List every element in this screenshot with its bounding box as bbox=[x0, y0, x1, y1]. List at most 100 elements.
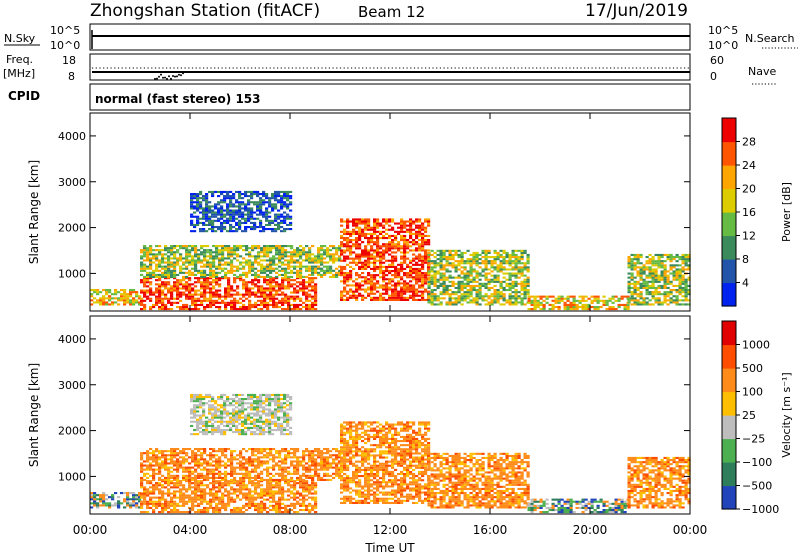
power-echo-cell bbox=[320, 269, 324, 272]
power-echo-cell bbox=[135, 295, 139, 298]
power-echo-cell bbox=[409, 245, 413, 248]
power-echo-cell bbox=[669, 293, 673, 296]
power-echo-cell bbox=[457, 253, 461, 256]
power-echo-cell bbox=[660, 286, 664, 289]
velocity-echo-cell bbox=[275, 480, 279, 483]
power-echo-cell bbox=[672, 295, 676, 298]
power-echo-cell bbox=[173, 263, 177, 266]
power-echo-cell bbox=[511, 268, 515, 271]
power-echo-cell bbox=[170, 301, 174, 304]
power-echo-cell bbox=[445, 249, 449, 252]
power-echo-cell bbox=[251, 269, 255, 272]
power-echo-cell bbox=[155, 259, 159, 262]
power-echo-cell bbox=[182, 306, 186, 309]
power-echo-cell bbox=[248, 295, 252, 298]
velocity-echo-cell bbox=[173, 478, 177, 481]
power-echo-cell bbox=[140, 265, 144, 268]
power-echo-cell bbox=[430, 301, 434, 304]
power-echo-cell bbox=[274, 197, 278, 200]
power-echo-cell bbox=[185, 257, 189, 260]
power-echo-cell bbox=[430, 268, 434, 271]
power-echo-cell bbox=[385, 290, 389, 293]
power-echo-cell bbox=[224, 295, 228, 298]
power-echo-cell bbox=[221, 263, 225, 266]
velocity-echo-cell bbox=[96, 506, 100, 509]
power-echo-cell bbox=[520, 301, 524, 304]
power-echo-cell bbox=[132, 299, 136, 302]
velocity-echo-cell bbox=[224, 466, 228, 469]
power-echo-cell bbox=[209, 295, 213, 298]
power-echo-cell bbox=[326, 261, 330, 264]
power-echo-cell bbox=[226, 205, 230, 208]
power-echo-cell bbox=[259, 221, 263, 224]
power-echo-cell bbox=[514, 282, 518, 285]
velocity-echo-cell bbox=[191, 498, 195, 501]
power-echo-cell bbox=[102, 289, 106, 292]
power-echo-cell bbox=[373, 249, 377, 252]
power-echo-cell bbox=[120, 297, 124, 300]
power-echo-cell bbox=[526, 266, 530, 269]
power-echo-cell bbox=[302, 287, 306, 290]
power-echo-cell bbox=[155, 301, 159, 304]
power-echo-cell bbox=[490, 256, 494, 259]
velocity-echo-cell bbox=[173, 509, 177, 512]
power-echo-cell bbox=[651, 270, 655, 273]
power-echo-cell bbox=[314, 267, 318, 270]
power-echo-cell bbox=[293, 297, 297, 300]
power-echo-cell bbox=[149, 271, 153, 274]
power-echo-cell bbox=[430, 270, 434, 273]
velocity-echo-cell bbox=[212, 500, 216, 503]
power-echo-cell bbox=[221, 245, 225, 248]
power-echo-cell bbox=[385, 228, 389, 231]
power-echo-cell bbox=[283, 201, 287, 204]
power-echo-cell bbox=[251, 247, 255, 250]
power-echo-cell bbox=[406, 224, 410, 227]
power-echo-cell bbox=[397, 284, 401, 287]
power-echo-cell bbox=[373, 298, 377, 301]
power-echo-cell bbox=[281, 245, 285, 248]
velocity-echo-cell bbox=[188, 472, 192, 475]
power-echo-cell bbox=[418, 270, 422, 273]
power-echo-cell bbox=[233, 279, 237, 282]
power-echo-cell bbox=[193, 193, 197, 196]
power-echo-cell bbox=[630, 253, 634, 256]
power-echo-cell bbox=[403, 226, 407, 229]
power-echo-cell bbox=[266, 306, 270, 309]
power-echo-cell bbox=[314, 255, 318, 258]
power-echo-cell bbox=[403, 241, 407, 244]
power-echo-cell bbox=[385, 265, 389, 268]
power-echo-cell bbox=[193, 201, 197, 204]
power-echo-cell bbox=[639, 297, 643, 300]
power-echo-cell bbox=[215, 283, 219, 286]
power-echo-cell bbox=[308, 251, 312, 254]
velocity-echo-cell bbox=[227, 504, 231, 507]
power-echo-cell bbox=[152, 249, 156, 252]
power-echo-cell bbox=[636, 299, 640, 302]
power-echo-cell bbox=[281, 253, 285, 256]
power-echo-cell bbox=[269, 289, 273, 292]
velocity-echo-cell bbox=[188, 486, 192, 489]
power-echo-cell bbox=[542, 295, 546, 298]
velocity-echo-cell bbox=[182, 476, 186, 479]
power-echo-cell bbox=[424, 251, 428, 254]
power-echo-cell bbox=[412, 270, 416, 273]
power-echo-cell bbox=[149, 283, 153, 286]
velocity-echo-cell bbox=[245, 494, 249, 497]
power-echo-cell bbox=[654, 286, 658, 289]
power-echo-cell bbox=[266, 259, 270, 262]
power-echo-cell bbox=[179, 253, 183, 256]
velocity-echo-cell bbox=[158, 458, 162, 461]
velocity-echo-cell bbox=[206, 454, 210, 457]
power-echo-cell bbox=[394, 251, 398, 254]
power-echo-cell bbox=[352, 230, 356, 233]
power-echo-cell bbox=[299, 249, 303, 252]
velocity-echo-cell bbox=[209, 472, 213, 475]
power-echo-cell bbox=[382, 298, 386, 301]
power-echo-cell bbox=[370, 237, 374, 240]
power-echo-cell bbox=[639, 253, 643, 256]
power-echo-cell bbox=[265, 195, 269, 198]
power-echo-cell bbox=[209, 291, 213, 294]
power-echo-cell bbox=[394, 274, 398, 277]
power-echo-cell bbox=[563, 308, 567, 311]
power-echo-cell bbox=[391, 226, 395, 229]
